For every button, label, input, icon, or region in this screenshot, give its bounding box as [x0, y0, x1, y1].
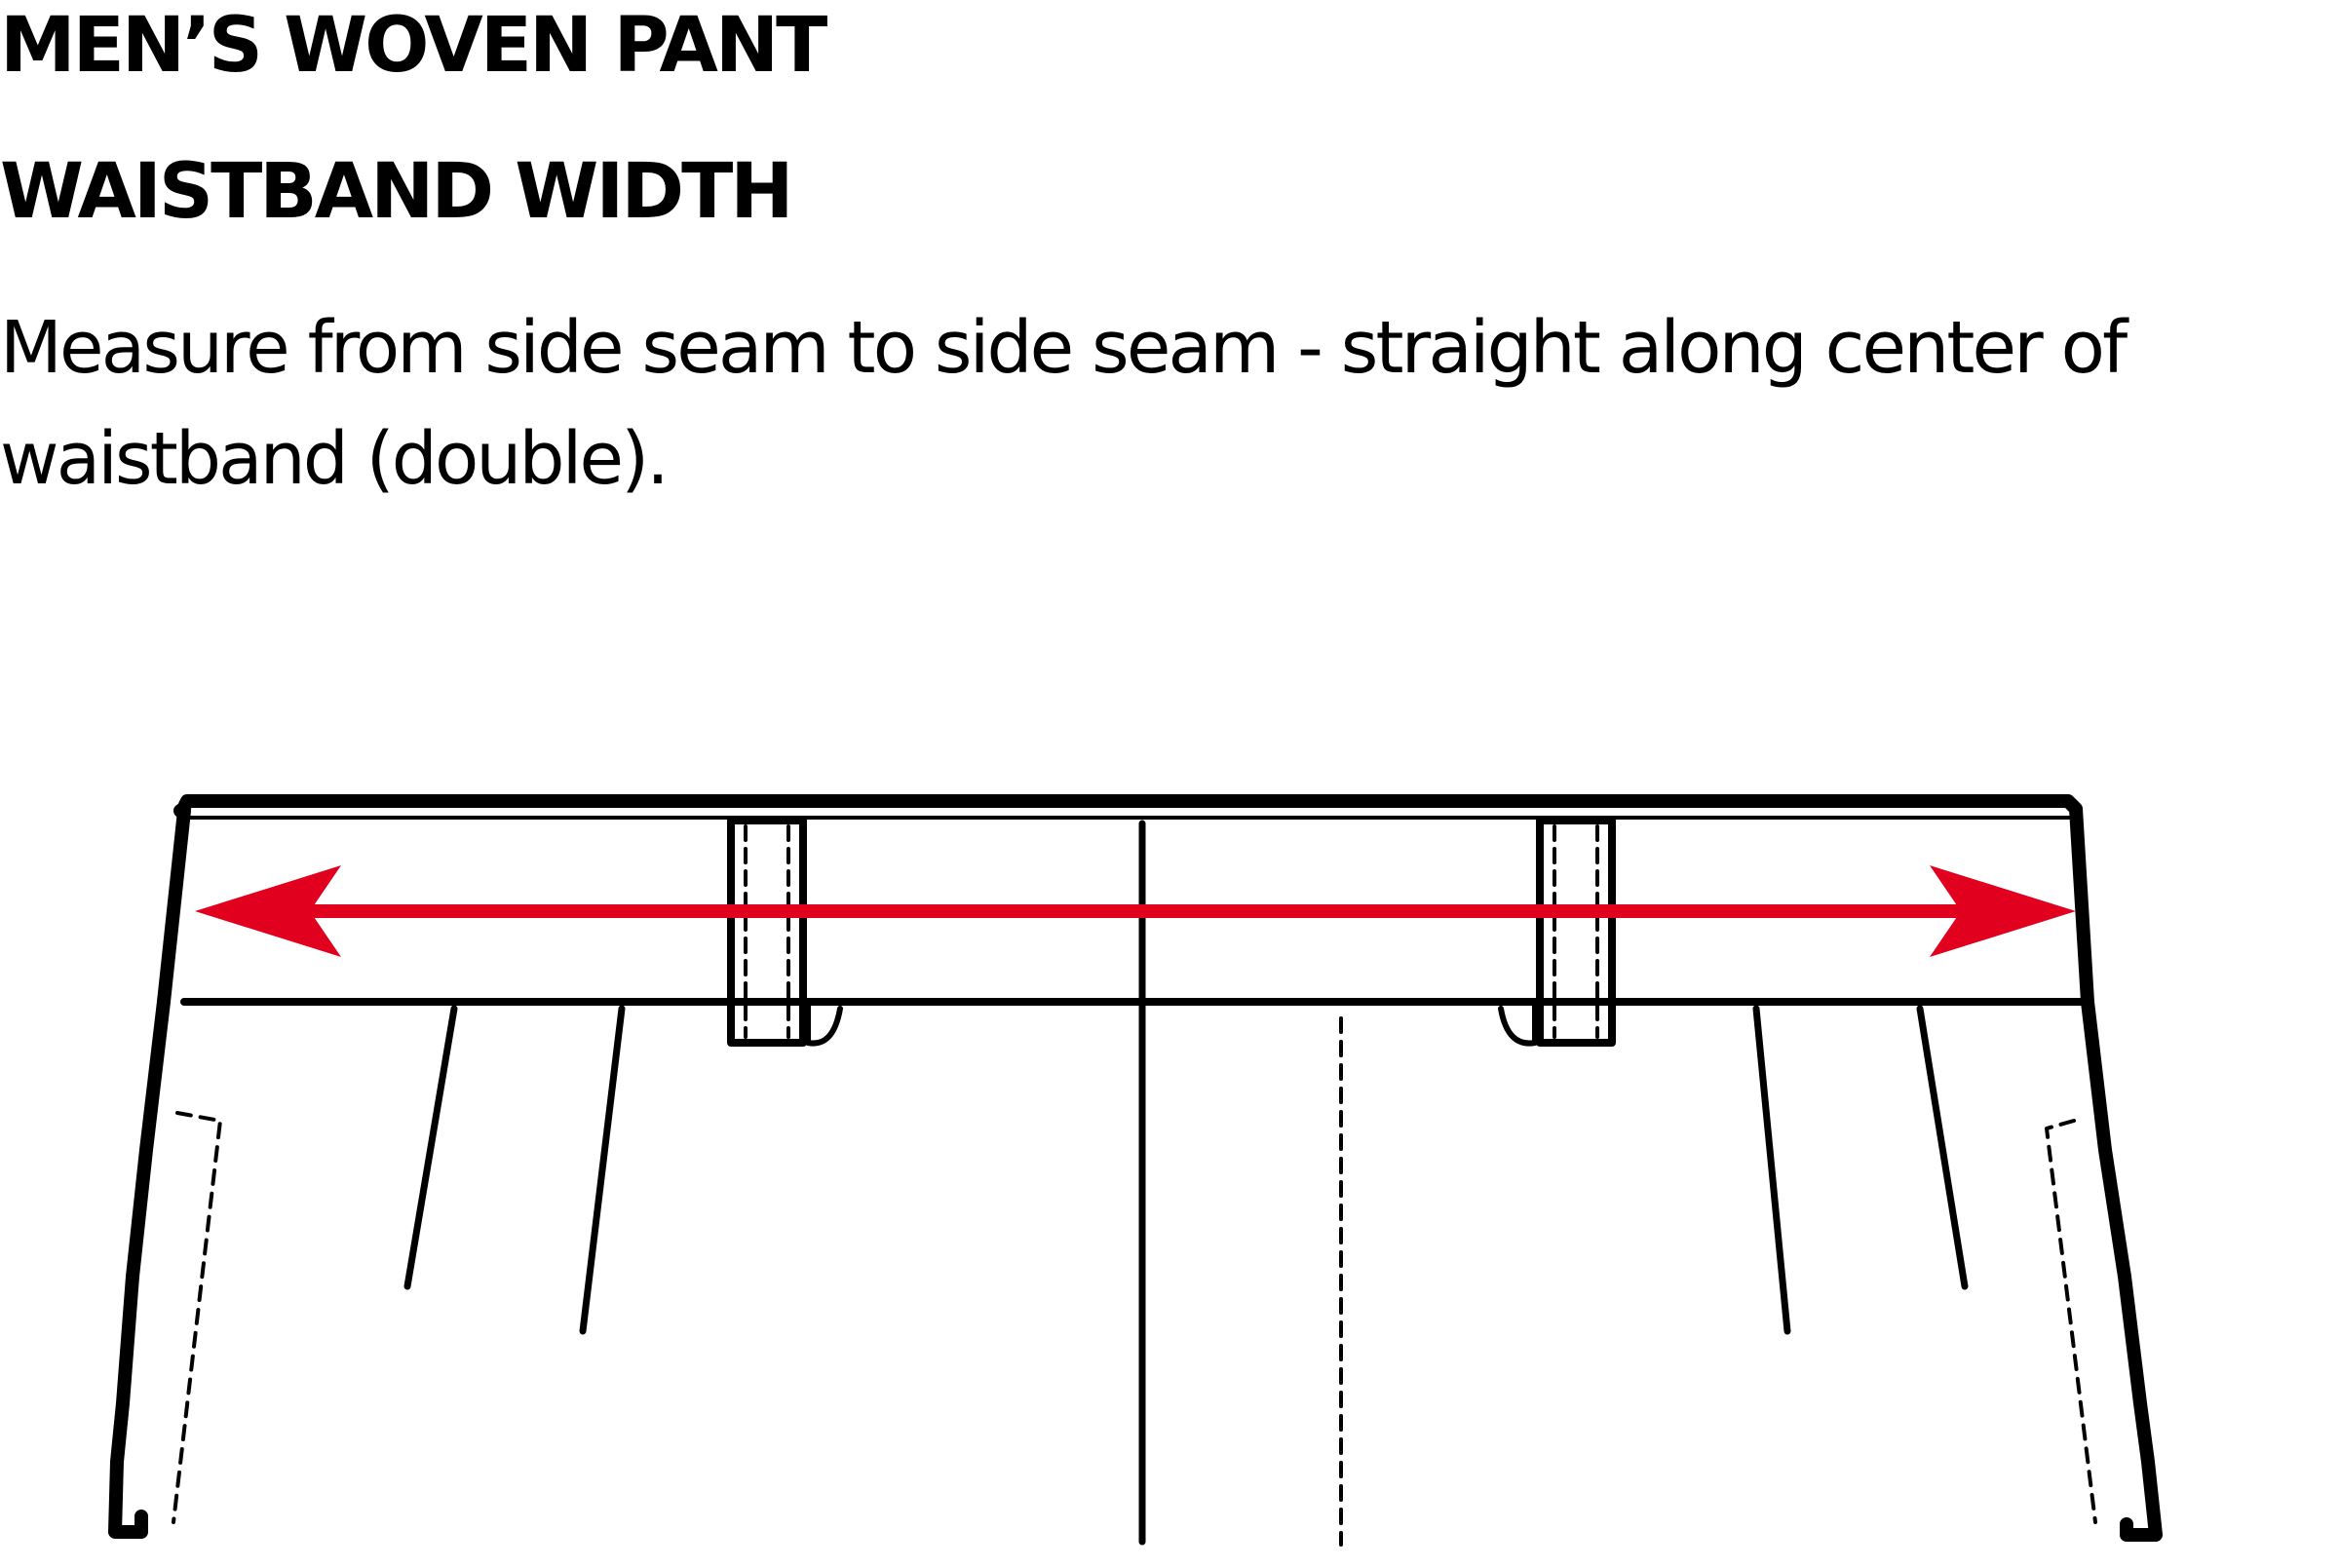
section-heading: WAISTBAND WIDTH [0, 148, 794, 236]
left-pleat-2 [579, 1005, 626, 1335]
right-pleat-1 [1752, 1005, 1791, 1335]
instruction-line-1: Measure from side seam to side seam - st… [0, 306, 2128, 390]
left-fly-tab [805, 1001, 843, 1047]
instruction-line-2: waistband (double). [0, 417, 670, 501]
measurement-arrow-left-head [195, 865, 341, 957]
pant-outline [108, 794, 2163, 1547]
left-pleat-1 [403, 1005, 458, 1290]
right-pocket-stitch [2045, 1119, 2097, 1524]
measurement-instruction: Measure from side seam to side seam - st… [0, 292, 2339, 515]
left-belt-loop [727, 817, 807, 1047]
measurement-arrow-shaft [253, 904, 2008, 918]
page-title: MEN’S WOVEN PANT [0, 2, 827, 90]
right-belt-loop [1536, 817, 1616, 1047]
right-fly-tab [1498, 1001, 1538, 1047]
right-side-seam [2081, 995, 2163, 1542]
left-pocket-stitch [172, 1111, 222, 1524]
right-pleat-2 [1916, 1005, 1969, 1290]
measurement-arrow-right-head [1930, 865, 2076, 957]
measurement-arrow [195, 865, 2076, 957]
left-side-seam [108, 995, 171, 1539]
waistband-outline [157, 794, 2094, 1009]
